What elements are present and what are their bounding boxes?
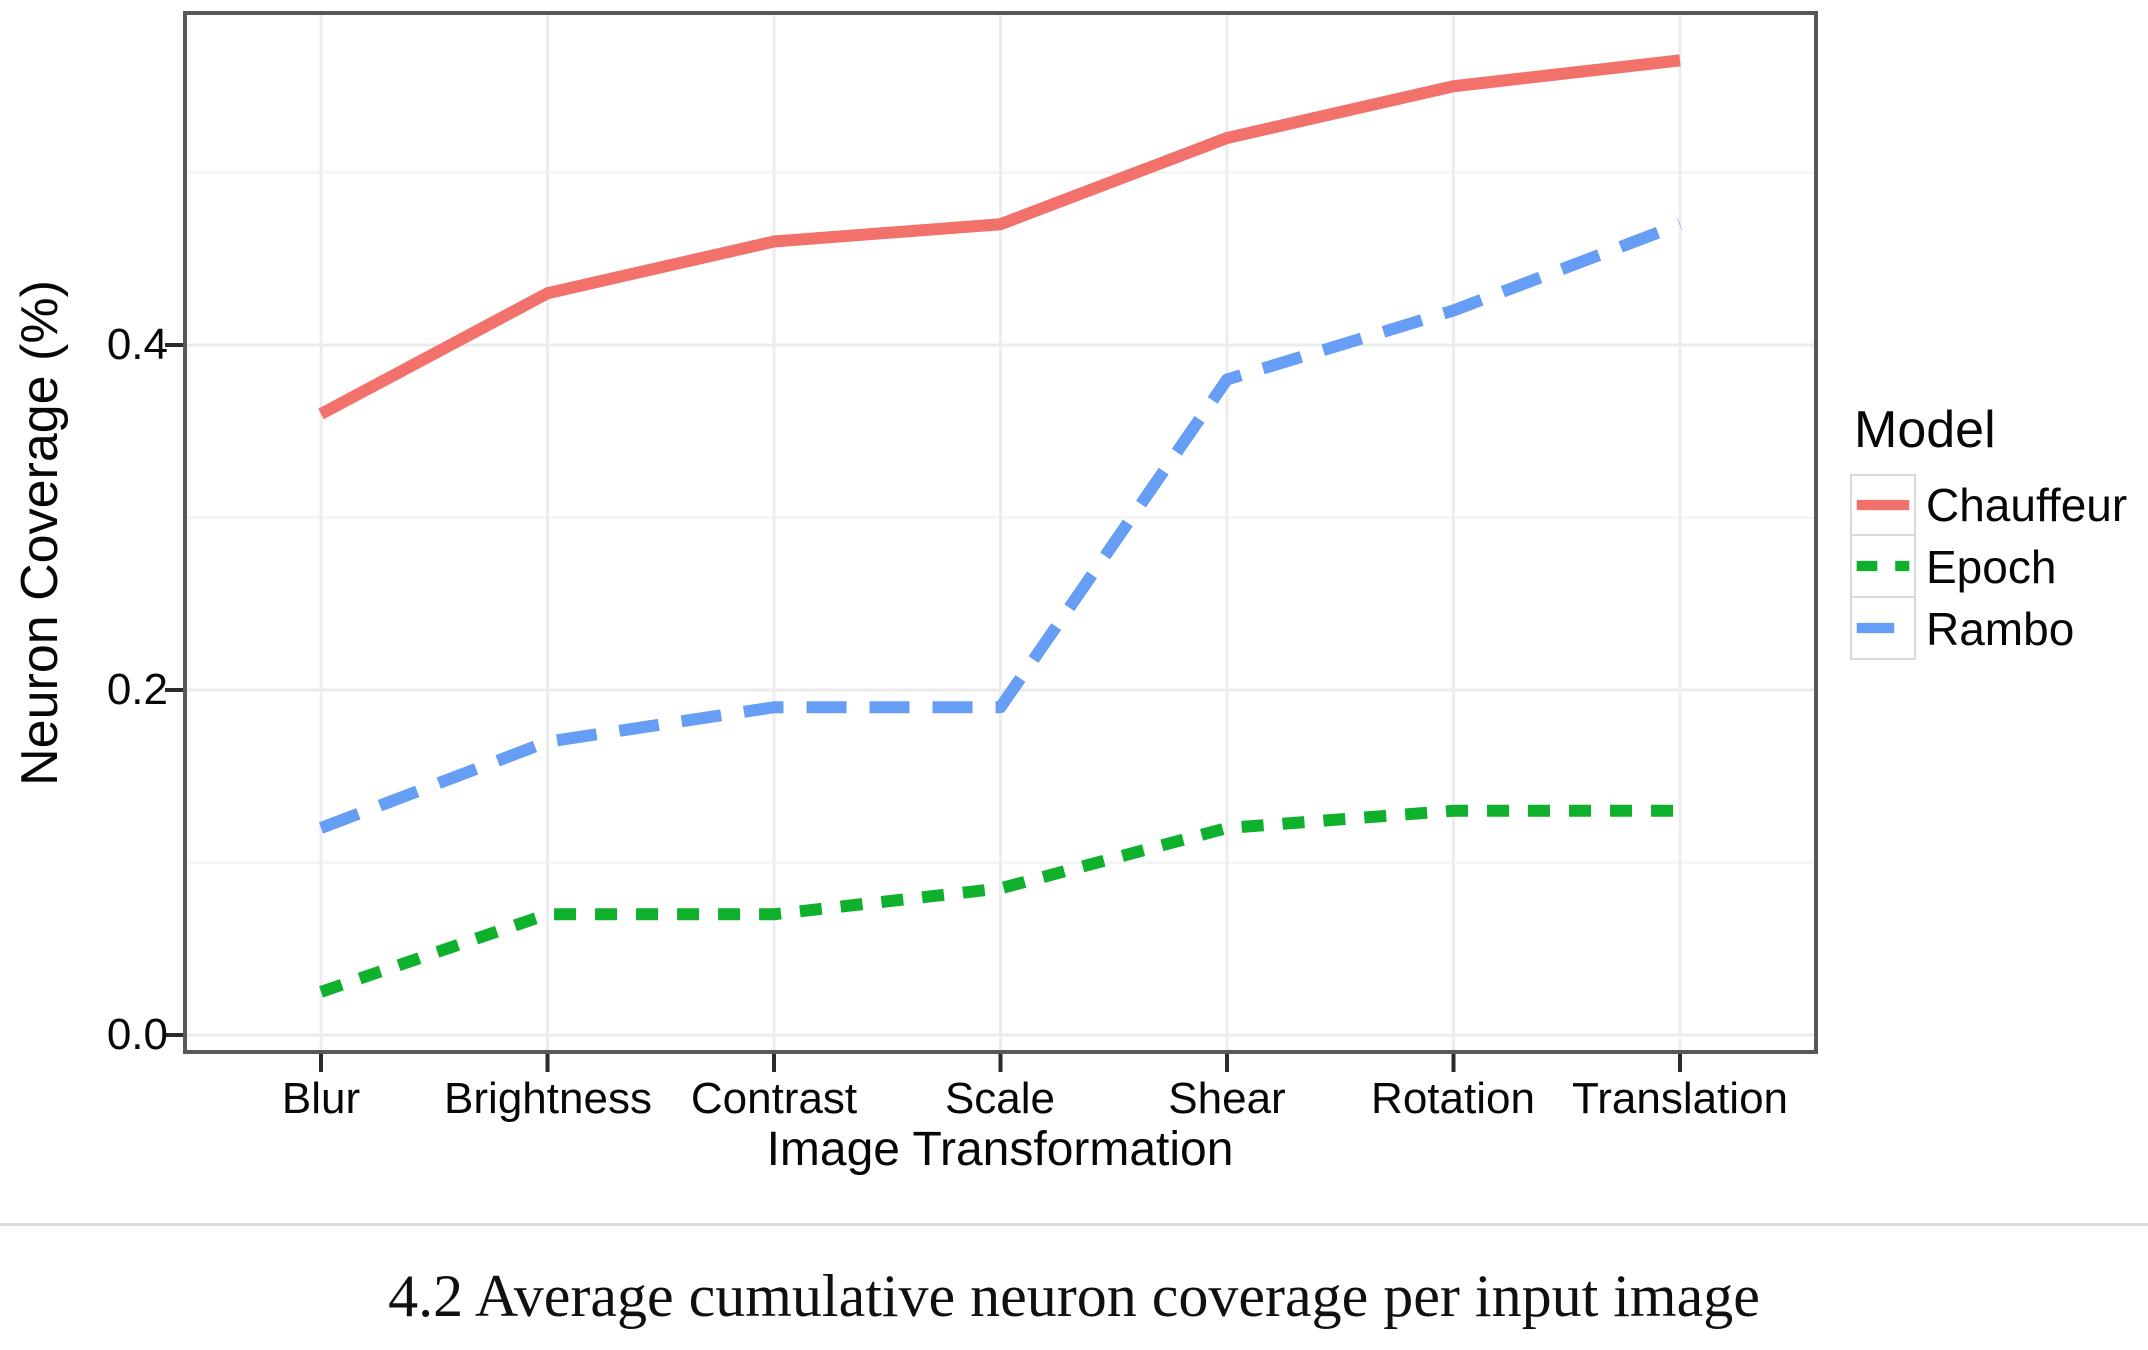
x-tick-label: Shear <box>1168 1074 1286 1123</box>
x-tick-label: Translation <box>1571 1074 1789 1123</box>
line-epoch <box>319 804 1680 998</box>
x-tick-label: Brightness <box>444 1074 652 1123</box>
line-chart <box>165 11 1818 1072</box>
legend-item-label: Chauffeur <box>1926 479 2128 531</box>
legend-item-epoch: Epoch <box>1850 536 2127 598</box>
y-tick-label: 0.4 <box>106 320 168 369</box>
legend-key-swatch <box>1850 474 1916 536</box>
x-axis-title: Image Transformation <box>766 1123 1234 1176</box>
y-axis-title: Neuron Coverage (%) <box>11 280 69 786</box>
x-tick-label: Scale <box>944 1074 1056 1123</box>
figure-caption-divider <box>0 1223 2148 1226</box>
legend: Model Chauffeur Epoch Rambo <box>1850 400 2127 660</box>
x-tick-label: Blur <box>281 1074 361 1123</box>
y-tick-label: 0.0 <box>106 1010 168 1059</box>
line-chauffeur <box>318 54 1681 420</box>
legend-title: Model <box>1854 401 1996 459</box>
legend-item-rambo: Rambo <box>1850 598 2127 660</box>
legend-item-chauffeur: Chauffeur <box>1850 474 2127 536</box>
x-tick-label: Rotation <box>1371 1074 1535 1123</box>
legend-key-swatch <box>1850 536 1916 598</box>
legend-key-swatch <box>1850 598 1916 660</box>
figure-caption: 4.2 Average cumulative neuron coverage p… <box>388 1263 1760 1329</box>
x-tick-label: Contrast <box>690 1074 858 1123</box>
line-rambo <box>318 218 1683 834</box>
legend-item-label: Epoch <box>1926 541 2057 593</box>
y-tick-label: 0.2 <box>106 665 168 714</box>
plot-panel-border <box>183 11 1818 1054</box>
legend-item-label: Rambo <box>1926 603 2075 655</box>
